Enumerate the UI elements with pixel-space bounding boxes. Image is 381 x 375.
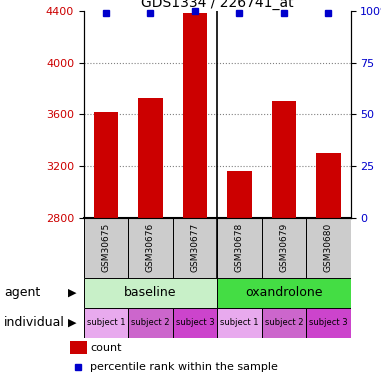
Bar — [217, 308, 262, 338]
Bar — [227, 171, 251, 217]
Text: GSM30678: GSM30678 — [235, 223, 244, 272]
Bar — [84, 278, 217, 308]
Text: GSM30680: GSM30680 — [324, 223, 333, 272]
Bar — [138, 98, 163, 218]
Bar — [217, 278, 351, 308]
Text: GSM30677: GSM30677 — [190, 223, 199, 272]
Text: individual: individual — [4, 316, 65, 329]
Text: subject 3: subject 3 — [176, 318, 214, 327]
Bar — [262, 308, 306, 338]
Bar — [84, 308, 128, 338]
Bar — [316, 153, 341, 218]
Bar — [217, 217, 262, 278]
Text: baseline: baseline — [124, 286, 177, 299]
Bar — [262, 217, 306, 278]
Bar — [70, 341, 87, 354]
Title: GDS1334 / 226741_at: GDS1334 / 226741_at — [141, 0, 293, 10]
Bar — [173, 217, 217, 278]
Text: agent: agent — [4, 286, 40, 299]
Bar — [84, 217, 128, 278]
Text: GSM30676: GSM30676 — [146, 223, 155, 272]
Text: oxandrolone: oxandrolone — [245, 286, 323, 299]
Text: subject 2: subject 2 — [131, 318, 170, 327]
Text: ▶: ▶ — [68, 318, 77, 327]
Bar — [183, 12, 207, 217]
Bar — [272, 102, 296, 217]
Text: subject 1: subject 1 — [220, 318, 259, 327]
Text: ▶: ▶ — [68, 288, 77, 297]
Text: GSM30675: GSM30675 — [102, 223, 110, 272]
Text: subject 1: subject 1 — [87, 318, 125, 327]
Text: percentile rank within the sample: percentile rank within the sample — [90, 362, 278, 372]
Bar — [128, 217, 173, 278]
Text: count: count — [90, 343, 122, 353]
Bar — [173, 308, 217, 338]
Text: subject 2: subject 2 — [264, 318, 303, 327]
Bar — [306, 217, 351, 278]
Bar — [306, 308, 351, 338]
Text: subject 3: subject 3 — [309, 318, 347, 327]
Bar — [128, 308, 173, 338]
Bar — [94, 112, 118, 218]
Text: GSM30679: GSM30679 — [279, 223, 288, 272]
